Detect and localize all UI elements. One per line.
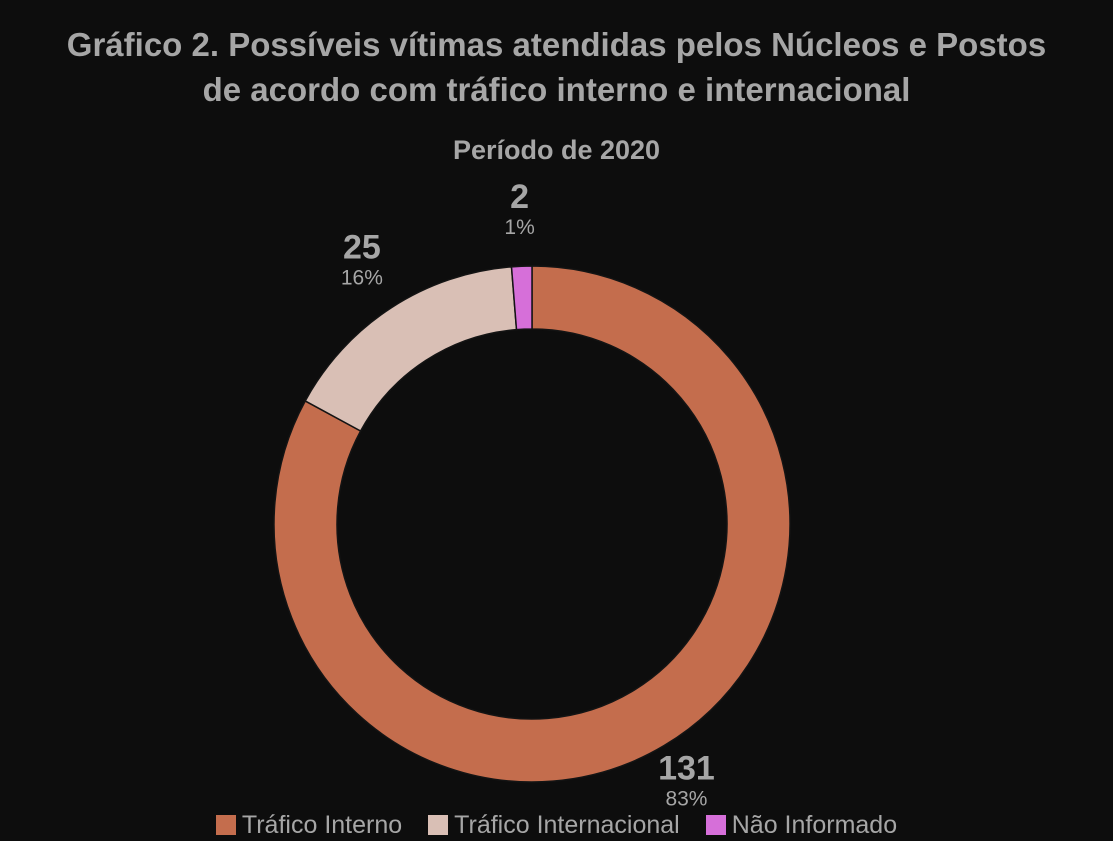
slice-percent-label: 1% <box>504 216 534 239</box>
chart-title: Gráfico 2. Possíveis vítimas atendidas p… <box>0 22 1113 112</box>
chart-subtitle: Período de 2020 <box>452 135 661 165</box>
legend-swatch <box>428 815 449 835</box>
legend-swatch <box>705 815 726 835</box>
legend-label: Tráfico Internacional <box>454 811 680 839</box>
slice-trafico-interno <box>273 265 791 783</box>
legend-label: Tráfico Interno <box>241 811 403 839</box>
slice-percent-label: 83% <box>665 788 707 811</box>
chart-title-line-1: Gráfico 2. Possíveis vítimas atendidas p… <box>66 26 1047 63</box>
legend-item: Tráfico Internacional <box>428 810 680 840</box>
slice-percent-label: 16% <box>341 266 383 289</box>
slice-nao-informado <box>510 265 533 331</box>
legend-item: Não Informado <box>705 810 898 840</box>
donut-slices <box>273 265 791 783</box>
slice-value-label: 25 <box>343 228 381 266</box>
chart-title-line-2: de acordo com tráfico interno e internac… <box>202 71 911 108</box>
legend-label: Não Informado <box>731 811 898 839</box>
slice-trafico-internacional <box>304 266 518 433</box>
chart-legend: Tráfico Interno Tráfico Internacional Não … <box>0 810 1113 840</box>
legend-item: Tráfico Interno <box>215 810 403 840</box>
legend-swatch <box>215 815 236 835</box>
slice-value-label: 2 <box>510 178 529 216</box>
slice-value-label: 131 <box>658 750 715 788</box>
